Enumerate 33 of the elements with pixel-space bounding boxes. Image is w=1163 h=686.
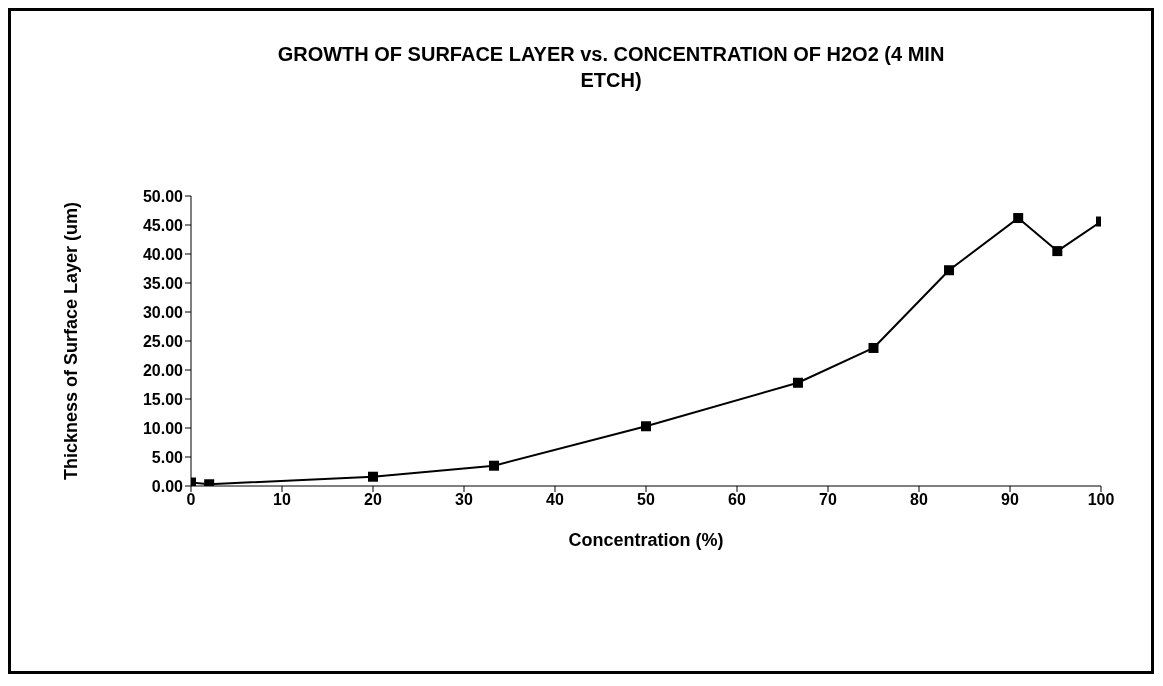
x-tick-label: 40 bbox=[546, 491, 564, 509]
x-axis-title: Concentration (%) bbox=[568, 530, 724, 550]
y-tick-label: 10.00 bbox=[142, 419, 184, 437]
y-tick-label: 30.00 bbox=[142, 303, 184, 321]
point bbox=[792, 377, 803, 388]
x-tick-label: 20 bbox=[364, 491, 382, 509]
x-tick-label: 90 bbox=[1001, 491, 1019, 509]
point bbox=[489, 460, 500, 471]
x-tick-label: 0 bbox=[186, 491, 196, 509]
x-tick-label: 80 bbox=[910, 491, 928, 509]
y-tick-label: 25.00 bbox=[142, 332, 184, 350]
x-tick-label: 70 bbox=[819, 491, 837, 509]
y-tick-label: 35.00 bbox=[142, 274, 184, 292]
point bbox=[368, 471, 378, 482]
x-tick-label: 10 bbox=[273, 491, 291, 509]
x-tick-label: 30 bbox=[455, 491, 473, 509]
y-tick-label: 5.00 bbox=[151, 448, 184, 466]
point bbox=[1052, 246, 1063, 257]
y-tick-label: 50.00 bbox=[142, 187, 184, 205]
y-tick-label: 0.00 bbox=[151, 477, 184, 495]
x-tick-label: 50 bbox=[637, 491, 655, 509]
point bbox=[641, 421, 651, 432]
y-tick-label: 45.00 bbox=[142, 216, 184, 234]
y-tick-label: 40.00 bbox=[142, 245, 184, 263]
x-tick-label: 100 bbox=[1087, 491, 1115, 509]
point bbox=[1013, 213, 1024, 224]
point bbox=[944, 265, 955, 276]
y-tick-label: 15.00 bbox=[142, 390, 184, 408]
y-tick-label: 20.00 bbox=[142, 361, 184, 379]
chart-title: GROWTH OF SURFACE LAYER vs. CONCENTRATION OF H2O2 (4 MIN ETCH) bbox=[276, 42, 946, 93]
x-tick-label: 60 bbox=[728, 491, 746, 509]
point bbox=[868, 342, 879, 353]
y-axis-title: Thickness of Surface Layer (um) bbox=[60, 201, 82, 481]
